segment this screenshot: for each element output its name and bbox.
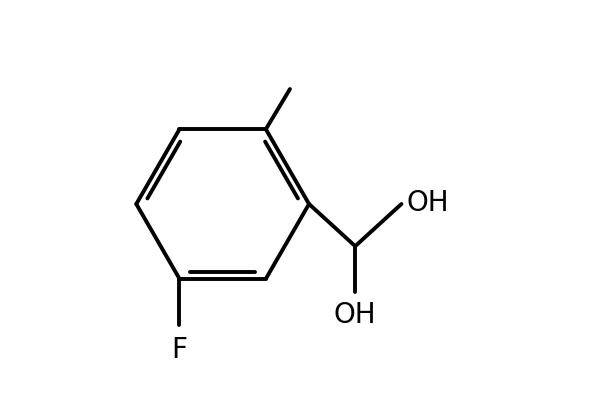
Text: OH: OH	[406, 189, 449, 216]
Text: F: F	[171, 335, 187, 363]
Text: OH: OH	[334, 301, 376, 328]
